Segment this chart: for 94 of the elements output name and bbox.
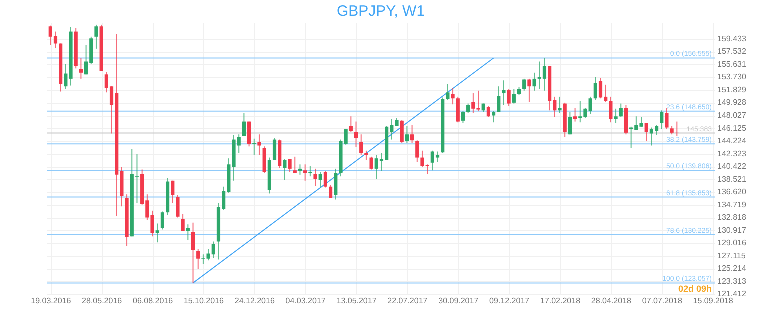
candlestick [502,80,506,106]
y-tick-label: 144.224 [718,136,747,146]
candlestick [181,214,185,232]
candlestick [354,121,358,148]
y-tick-label: 149.928 [718,98,747,108]
x-tick-label: 07.07.2018 [642,296,683,306]
candlestick [318,172,322,188]
y-tick-label: 157.532 [718,47,747,56]
x-tick-label: 19.03.2016 [31,296,72,306]
candlestick [171,180,175,204]
x-tick-label: 28.04.2018 [591,296,632,306]
candlestick [400,120,404,144]
candlestick [594,76,598,101]
candlestick [466,103,470,114]
candlestick [176,194,180,218]
candlestick [94,24,98,50]
candlestick [451,88,455,106]
candlestick [160,211,164,230]
candlestick [456,96,460,124]
y-tick-label: 127.115 [718,251,746,260]
y-tick-label: 125.214 [718,264,747,274]
candlestick [334,168,338,200]
candlestick [252,138,256,156]
candlestick [532,72,536,92]
y-tick-label: 136.620 [718,188,747,197]
candlestick [272,138,277,161]
y-tick-label: 159.433 [718,34,747,44]
y-tick-label: 151.829 [718,85,747,94]
candlestick [370,156,374,170]
x-tick-label: 04.03.2017 [286,296,326,306]
candlestick [619,103,623,118]
y-tick-label: 138.521 [718,174,747,184]
candlestick [497,86,501,113]
candlestick [486,106,490,118]
y-tick-label: 121.412 [718,290,747,299]
candlestick [79,58,83,80]
y-tick-label: 140.422 [718,162,747,172]
candlestick [507,88,511,107]
candlestick [314,168,318,187]
candlestick [522,78,526,92]
candlestick [644,122,648,142]
x-tick-label: 24.12.2016 [234,296,276,306]
x-tick-label: 13.05.2017 [336,296,378,306]
candlestick [196,248,200,270]
candlestick [324,170,328,188]
candlestick [242,112,246,137]
x-tick-label: 30.09.2017 [438,296,480,306]
y-tick-label: 134.719 [718,200,747,210]
candlestick [573,108,578,122]
candlestick [568,112,572,136]
y-tick-label: 155.631 [718,60,747,69]
candlestick [446,84,450,101]
candlestick [360,134,364,156]
candlestick [558,96,562,114]
candlestick [283,158,287,181]
x-tick-label: 22.07.2017 [388,296,428,306]
y-tick-label: 142.323 [718,149,747,158]
y-tick-label: 146.125 [718,124,747,133]
x-tick-label: 17.02.2018 [540,296,582,306]
candlestick [614,108,618,124]
x-tick-label: 15.10.2016 [184,296,225,306]
candlestick [288,158,292,173]
x-tick-label: 15.09.2018 [693,296,734,306]
candlestick [349,116,353,133]
candlestick [675,121,679,137]
candlestick [528,78,532,103]
candlestick [461,111,466,124]
candlestick [156,223,160,244]
candlestick [416,140,420,163]
y-tick-label: 132.818 [718,213,747,222]
candlestick [191,222,196,284]
x-tick-label: 28.05.2016 [82,296,123,306]
candlestick [609,96,613,124]
candlestick [410,124,414,144]
candlestick [293,156,297,174]
chart-title: GBPJPY, W1 [336,3,426,20]
candlestick [298,164,302,176]
y-tick-label: 129.016 [718,238,747,248]
candlestick [405,126,409,144]
candlestick [247,121,252,148]
x-tick-label: 06.08.2016 [132,296,174,306]
candlestick [660,110,664,130]
y-tick-label: 130.917 [718,226,747,235]
candlestick [186,224,190,241]
candlestick [512,88,516,104]
y-tick-label: 153.730 [718,72,747,82]
y-tick-label: 148.027 [718,111,747,120]
candlestick [262,146,266,174]
x-tick-label: 09.12.2017 [490,296,530,306]
candlestick [258,134,262,156]
y-tick-label: 123.313 [718,276,747,286]
annotation: 02d 09h [678,284,712,294]
candlestick [304,164,308,182]
candlestick [328,184,333,199]
